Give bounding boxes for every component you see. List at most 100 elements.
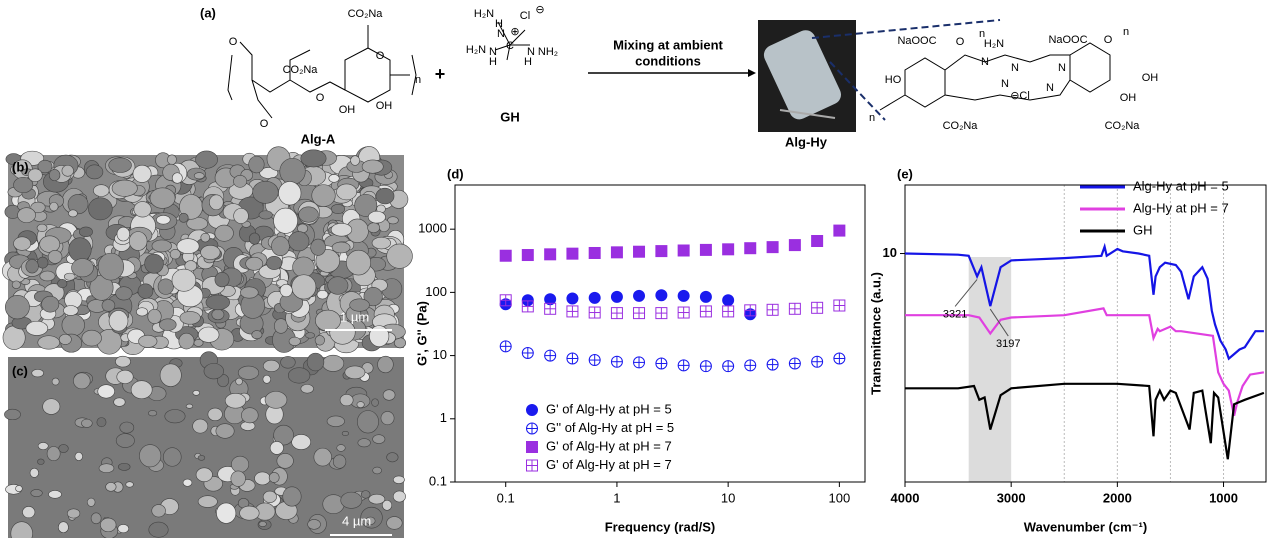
grain [259,211,272,219]
grain [3,326,25,350]
data-point [723,295,734,306]
y-axis-label: Transmittance (a.u.) [868,272,883,395]
grain [163,448,181,467]
atom-label: O [260,118,269,130]
grain [100,518,116,532]
grain [49,169,60,180]
atom-label: CO₂Na [348,8,384,20]
grain [280,284,292,297]
marker-shape [812,236,823,247]
grain [204,363,224,379]
spectrum-line [905,247,1264,359]
grain [179,333,194,349]
data-point [567,293,578,304]
data-point [723,244,734,255]
data-point [700,306,711,317]
grain [387,517,403,530]
grain [231,456,248,472]
grain [152,505,166,517]
grain [38,442,48,449]
grain [331,223,352,236]
data-point [589,292,600,303]
scale-text: 1 µm [340,309,369,324]
grain [99,464,114,473]
grain [152,240,172,252]
legend-label: G' of Alg-Hy at pH = 7 [546,457,672,472]
plus-sign: + [435,64,446,84]
atom-label: NH₂ [538,46,558,58]
grain [345,366,365,379]
x-axis-label: Wavenumber (cm⁻¹) [1024,519,1147,534]
y-tick-label: 1 [440,410,447,425]
grain [139,445,160,467]
grain [280,158,306,184]
grain [57,279,67,287]
grain [332,242,350,253]
grain [14,237,31,251]
y-tick-label: 10 [433,347,447,362]
data-point [500,341,511,352]
data-point [656,290,667,301]
grain [277,453,294,468]
grain [216,503,235,523]
grain [134,202,151,218]
data-point [545,249,556,260]
legend-label: G' of Alg-Hy at pH = 5 [546,401,672,416]
grain [263,375,271,383]
grain [72,259,94,277]
data-point [634,308,645,319]
atom-label: Cl [520,10,530,22]
data-point [545,303,556,314]
grain [64,273,75,280]
grain [333,455,346,469]
grain [361,491,370,499]
atom-label: ⊖Cl [1010,90,1030,102]
atom-label: H₂N [984,38,1004,50]
grain [376,188,394,204]
grain [373,467,382,474]
data-point [527,405,538,416]
grain [117,370,133,383]
grain [372,237,391,249]
grain [139,335,158,347]
grain [16,486,23,492]
data-point [634,290,645,301]
atom-label: N [981,56,989,68]
data-point [500,250,511,261]
data-point [589,307,600,318]
data-point [611,247,622,258]
grain [165,409,185,422]
atom-label: CO₂Na [283,64,319,76]
data-point [545,350,556,361]
grain [381,411,394,424]
grain [26,259,39,273]
grain [259,522,267,527]
atom-label: H [489,56,497,68]
grain [278,181,301,205]
atom-label: N [1001,78,1009,90]
grain [201,233,210,242]
marker-shape [589,247,600,258]
grain [179,213,188,222]
atom-label: NaOOC [897,35,936,47]
compound-name: GH [500,109,520,124]
grain [378,356,394,373]
atom-label: N [1046,82,1054,94]
grain [26,321,48,335]
grain [231,471,246,487]
atom-label: H₂N [474,8,494,20]
spectrum-line [905,384,1264,459]
grain [59,334,71,344]
grain [341,492,362,508]
grain [148,309,161,323]
grain [91,513,101,524]
grain [281,356,296,368]
grain [63,305,78,315]
grain [196,468,212,482]
grain [249,156,265,173]
grain [150,188,175,209]
grain [79,227,92,237]
grain [194,173,204,179]
grain [31,489,43,496]
grain [28,169,42,182]
